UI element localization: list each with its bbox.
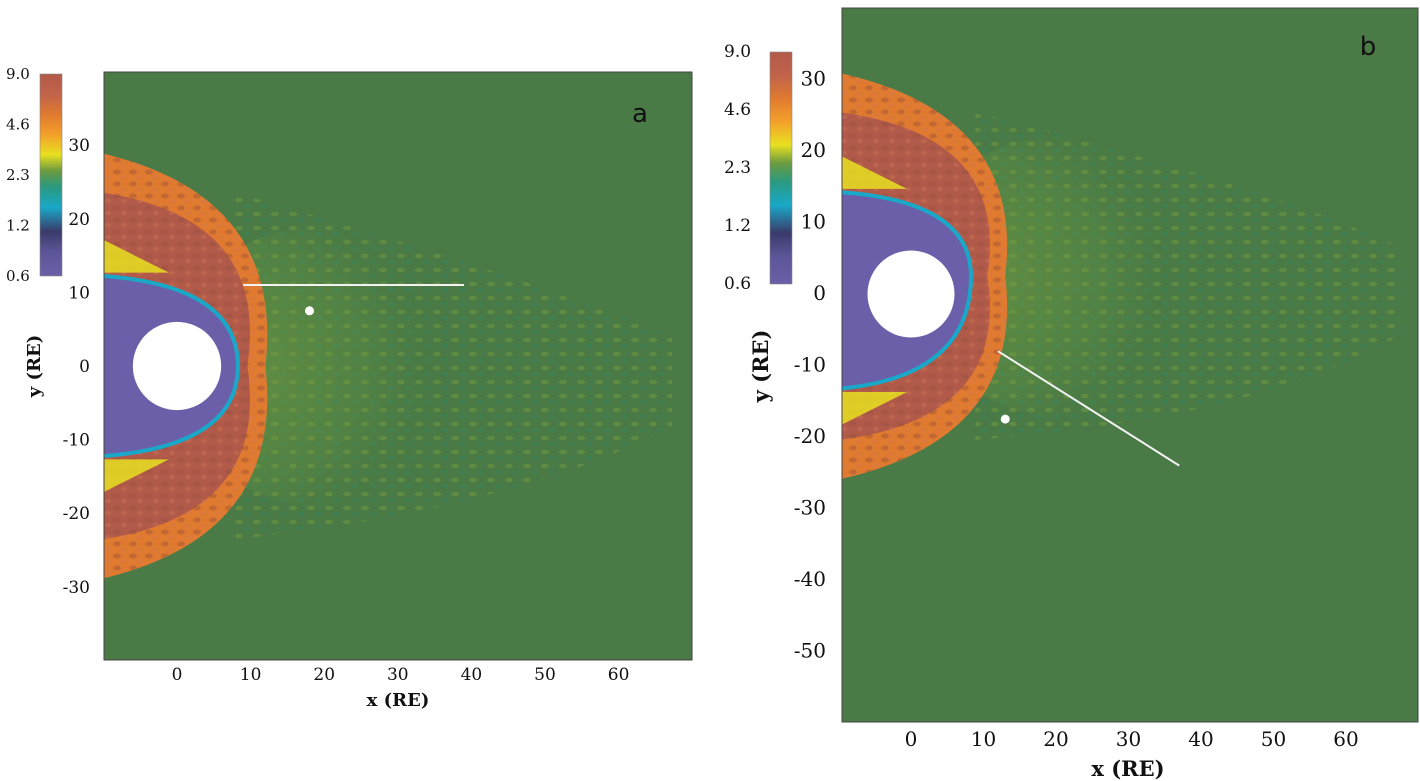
colorbar-tick-label: 1.2 bbox=[724, 216, 751, 236]
x-tick-label: 30 bbox=[1116, 727, 1141, 751]
cut-line bbox=[997, 350, 1180, 467]
x-axis-label: x (RE) bbox=[367, 690, 430, 711]
panel-letter: a bbox=[632, 99, 648, 129]
y-tick-label: -30 bbox=[794, 496, 826, 520]
colorbar-tick-label: 0.6 bbox=[6, 267, 30, 285]
y-axis-label: y (RE) bbox=[24, 335, 45, 398]
y-tick-label: 30 bbox=[68, 136, 90, 156]
colorbar-tick-label: 9.0 bbox=[6, 65, 30, 83]
x-tick-label: 50 bbox=[1261, 727, 1286, 751]
marker-point bbox=[304, 306, 314, 316]
x-tick-label: 10 bbox=[240, 665, 262, 685]
y-tick-label: -40 bbox=[794, 567, 826, 591]
y-tick-label: 0 bbox=[79, 357, 90, 377]
y-tick-label: -10 bbox=[794, 353, 826, 377]
panel-a: 0 10 20 30 40 50 60 30 20 10 0 -10 -20 -30 x (RE) y (RE… bbox=[6, 65, 693, 711]
marker-point bbox=[1000, 414, 1010, 424]
x-tick-label: 60 bbox=[1333, 727, 1358, 751]
x-tick-label: 20 bbox=[313, 665, 335, 685]
x-tick-label: 20 bbox=[1043, 727, 1068, 751]
y-tick-label: -10 bbox=[63, 431, 90, 451]
plot-frame bbox=[841, 7, 1419, 723]
y-tick-label: 30 bbox=[801, 67, 826, 91]
y-tick-label: -20 bbox=[63, 504, 90, 524]
x-tick-label: 60 bbox=[608, 665, 630, 685]
x-tick-label: 10 bbox=[971, 727, 996, 751]
y-tick-label: 10 bbox=[801, 210, 826, 234]
colorbar bbox=[39, 73, 63, 277]
inner-body bbox=[867, 250, 955, 338]
y-tick-label: -20 bbox=[794, 424, 826, 448]
flank-streak-lower bbox=[842, 391, 907, 425]
x-axis-label: x (RE) bbox=[1091, 756, 1164, 781]
x-tick-label: 30 bbox=[387, 665, 409, 685]
x-tick-label: 50 bbox=[534, 665, 556, 685]
plot-area bbox=[842, 8, 1418, 722]
flank-streak-lower bbox=[104, 459, 169, 492]
y-tick-label: -30 bbox=[63, 578, 90, 598]
x-tick-label: 40 bbox=[1188, 727, 1213, 751]
y-tick-label: 20 bbox=[68, 210, 90, 230]
colorbar-tick-label: 4.6 bbox=[724, 100, 751, 120]
flank-streak-upper bbox=[842, 156, 907, 189]
y-tick-label: 0 bbox=[813, 281, 826, 305]
y-tick-label: 20 bbox=[801, 138, 826, 162]
colorbar-tick-label: 1.2 bbox=[6, 217, 30, 235]
colorbar-tick-label: 9.0 bbox=[724, 42, 751, 62]
colorbar bbox=[769, 51, 793, 285]
colorbar-tick-label: 2.3 bbox=[6, 166, 30, 184]
plot-frame bbox=[103, 71, 693, 661]
x-tick-label: 0 bbox=[172, 665, 183, 685]
plot-area bbox=[104, 72, 692, 660]
y-tick-label: 10 bbox=[68, 283, 90, 303]
colorbar-tick-label: 0.6 bbox=[724, 274, 751, 294]
panel-letter: b bbox=[1360, 32, 1377, 62]
x-tick-label: 40 bbox=[461, 665, 483, 685]
x-tick-label: 0 bbox=[905, 727, 918, 751]
inner-body bbox=[132, 321, 222, 411]
y-axis-label: y (RE) bbox=[748, 330, 773, 404]
colorbar-tick-label: 2.3 bbox=[724, 158, 751, 178]
colorbar-tick-label: 4.6 bbox=[6, 116, 30, 134]
panel-b: 0 10 20 30 40 50 60 30 20 10 0 -10 -20 -30 -40 -50 x (RE… bbox=[724, 7, 1419, 781]
flank-streak-upper bbox=[104, 240, 169, 273]
y-tick-label: -50 bbox=[794, 639, 826, 663]
